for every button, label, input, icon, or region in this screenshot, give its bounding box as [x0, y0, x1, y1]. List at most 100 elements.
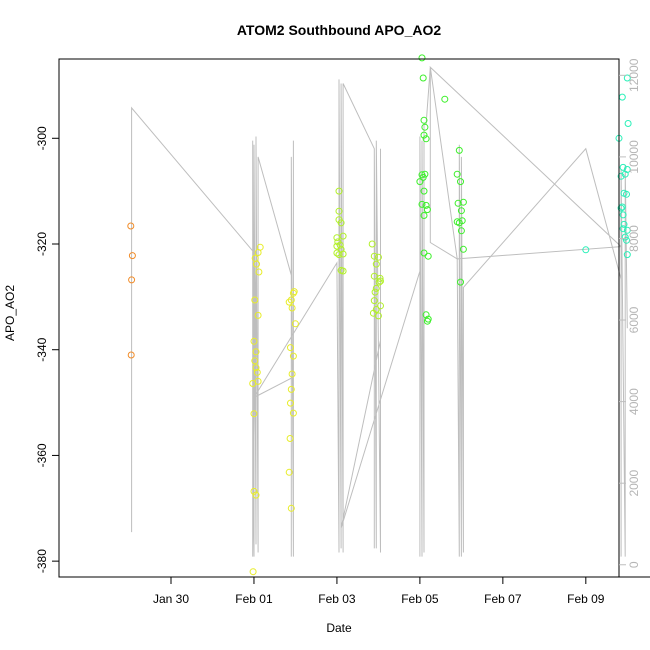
y-tick-label: -360 — [35, 443, 49, 467]
data-point — [127, 222, 135, 230]
y-tick-label: -320 — [35, 232, 49, 256]
data-point — [624, 120, 632, 127]
data-point — [252, 491, 260, 499]
data-point — [420, 116, 428, 124]
data-point — [249, 568, 257, 576]
data-point — [287, 344, 294, 352]
data-point — [459, 198, 467, 206]
data-point — [375, 278, 383, 286]
x-tick-label: Jan 30 — [153, 592, 189, 606]
data-point — [249, 380, 257, 387]
scatter-points — [127, 54, 632, 576]
data-point — [372, 284, 380, 292]
data-point — [288, 304, 296, 312]
data-point — [251, 357, 259, 365]
data-point — [127, 351, 135, 359]
data-point — [623, 74, 631, 82]
x-tick-label: Feb 09 — [567, 592, 605, 606]
data-point — [288, 370, 296, 378]
data-point — [291, 320, 299, 328]
data-point — [289, 409, 297, 417]
data-point — [253, 260, 260, 268]
data-point — [441, 95, 449, 103]
data-point — [251, 296, 259, 304]
data-point — [623, 190, 630, 198]
data-point — [128, 276, 136, 284]
data-point — [623, 226, 631, 234]
data-point — [421, 170, 429, 178]
right-axis: 0 2000 4000 6000 8000 10000 12000 — [619, 58, 641, 568]
data-point — [285, 298, 293, 306]
y-axis-label: APO_AO2 — [3, 285, 17, 341]
data-point — [370, 272, 378, 280]
data-point — [372, 260, 380, 268]
data-point — [618, 93, 626, 101]
data-point — [285, 468, 293, 476]
data-point — [371, 288, 379, 296]
data-point — [370, 252, 378, 260]
y-tick-label: -300 — [35, 126, 49, 150]
data-point — [289, 352, 297, 360]
y-axis: -380 -360 -340 -320 -300 — [35, 126, 59, 573]
y2-tick-label: 4000 — [627, 388, 641, 415]
data-point — [335, 251, 343, 259]
data-point — [420, 131, 428, 139]
data-point — [420, 187, 428, 195]
data-point — [128, 252, 136, 260]
data-point — [377, 277, 384, 285]
data-point — [255, 268, 263, 276]
data-point — [623, 166, 631, 173]
y2-tick-label: 10000 — [627, 140, 641, 174]
data-point — [457, 227, 465, 235]
data-point — [418, 54, 426, 62]
data-point — [582, 246, 590, 254]
data-point — [422, 135, 430, 143]
secondary-series-line — [131, 65, 628, 557]
data-point — [420, 212, 428, 219]
data-point — [617, 172, 625, 180]
data-point — [619, 211, 627, 219]
data-point — [423, 206, 431, 214]
data-point — [457, 178, 464, 186]
y2-tick-label: 2000 — [627, 470, 641, 497]
data-point — [376, 274, 384, 282]
chart-title: ATOM2 Southbound APO_AO2 — [237, 22, 442, 38]
data-point — [253, 368, 261, 376]
data-point — [335, 207, 343, 215]
x-tick-label: Feb 07 — [484, 592, 522, 606]
data-point — [454, 199, 462, 207]
data-point — [421, 123, 429, 131]
data-point — [422, 201, 430, 209]
y-tick-label: -380 — [35, 549, 49, 573]
data-point — [370, 297, 378, 305]
data-point — [455, 146, 463, 154]
data-point — [623, 236, 630, 244]
data-point — [416, 178, 424, 186]
y-tick-label: -340 — [35, 337, 49, 361]
data-point — [250, 410, 258, 418]
data-point — [418, 200, 426, 208]
data-point — [287, 399, 294, 407]
data-point — [369, 309, 377, 317]
data-point — [623, 251, 631, 259]
data-point — [337, 219, 345, 227]
y2-tick-label: 6000 — [627, 306, 641, 333]
data-point — [453, 170, 461, 178]
data-point — [252, 348, 260, 356]
data-point — [374, 253, 382, 261]
data-point — [287, 504, 295, 512]
data-point — [333, 234, 341, 242]
x-tick-label: Feb 01 — [235, 592, 273, 606]
data-point — [256, 243, 264, 251]
data-point — [333, 242, 341, 250]
y2-tick-label: 12000 — [627, 58, 641, 92]
data-point — [453, 218, 461, 226]
data-point — [377, 302, 384, 310]
data-point — [621, 233, 629, 241]
y2-tick-label: 0 — [627, 561, 641, 568]
data-point — [339, 232, 347, 240]
data-point — [617, 204, 625, 212]
data-point — [254, 311, 262, 319]
